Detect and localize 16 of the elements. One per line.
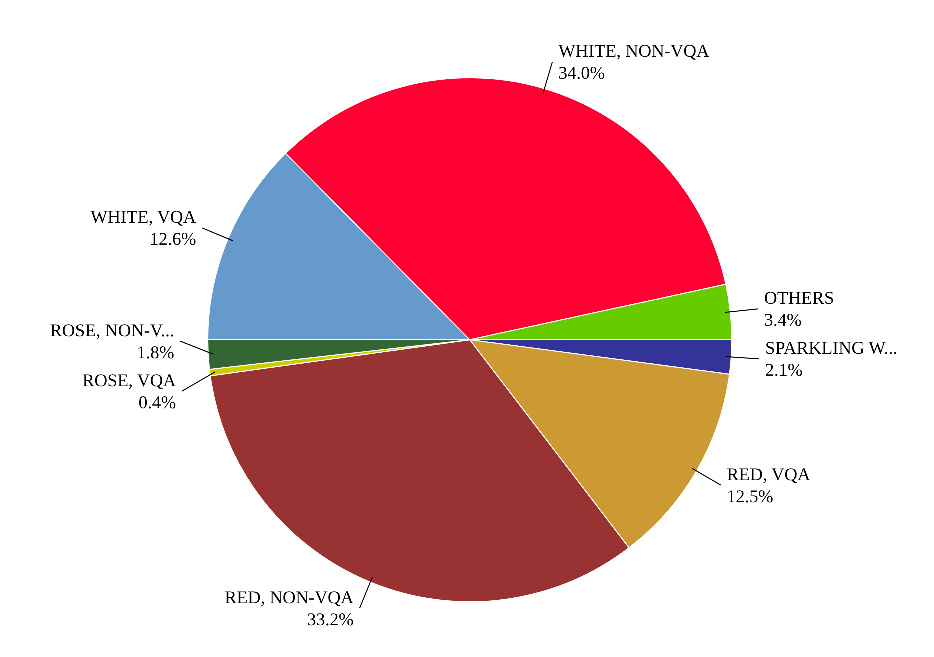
slice-label: WHITE, VQA [90,207,196,228]
slice-label: OTHERS [764,288,834,308]
data-label: 34.0% [558,63,606,84]
data-label: 33.2% [307,609,354,630]
slice-label: RED, NON-VQA [224,587,354,608]
data-label: 2.1% [765,360,803,380]
slice-label: RED, VQA [726,464,811,484]
slice-label: WHITE, NON-VQA [558,41,710,62]
slice-label: ROSE, NON-V... [50,320,174,340]
data-label: 12.6% [150,229,196,250]
data-label: 3.4% [764,310,802,330]
data-label: 0.4% [138,392,176,412]
data-label: 1.8% [136,342,174,362]
slice-label: SPARKLING W... [765,338,898,358]
data-label: 12.5% [726,486,774,506]
slice-label: ROSE, VQA [82,370,176,390]
